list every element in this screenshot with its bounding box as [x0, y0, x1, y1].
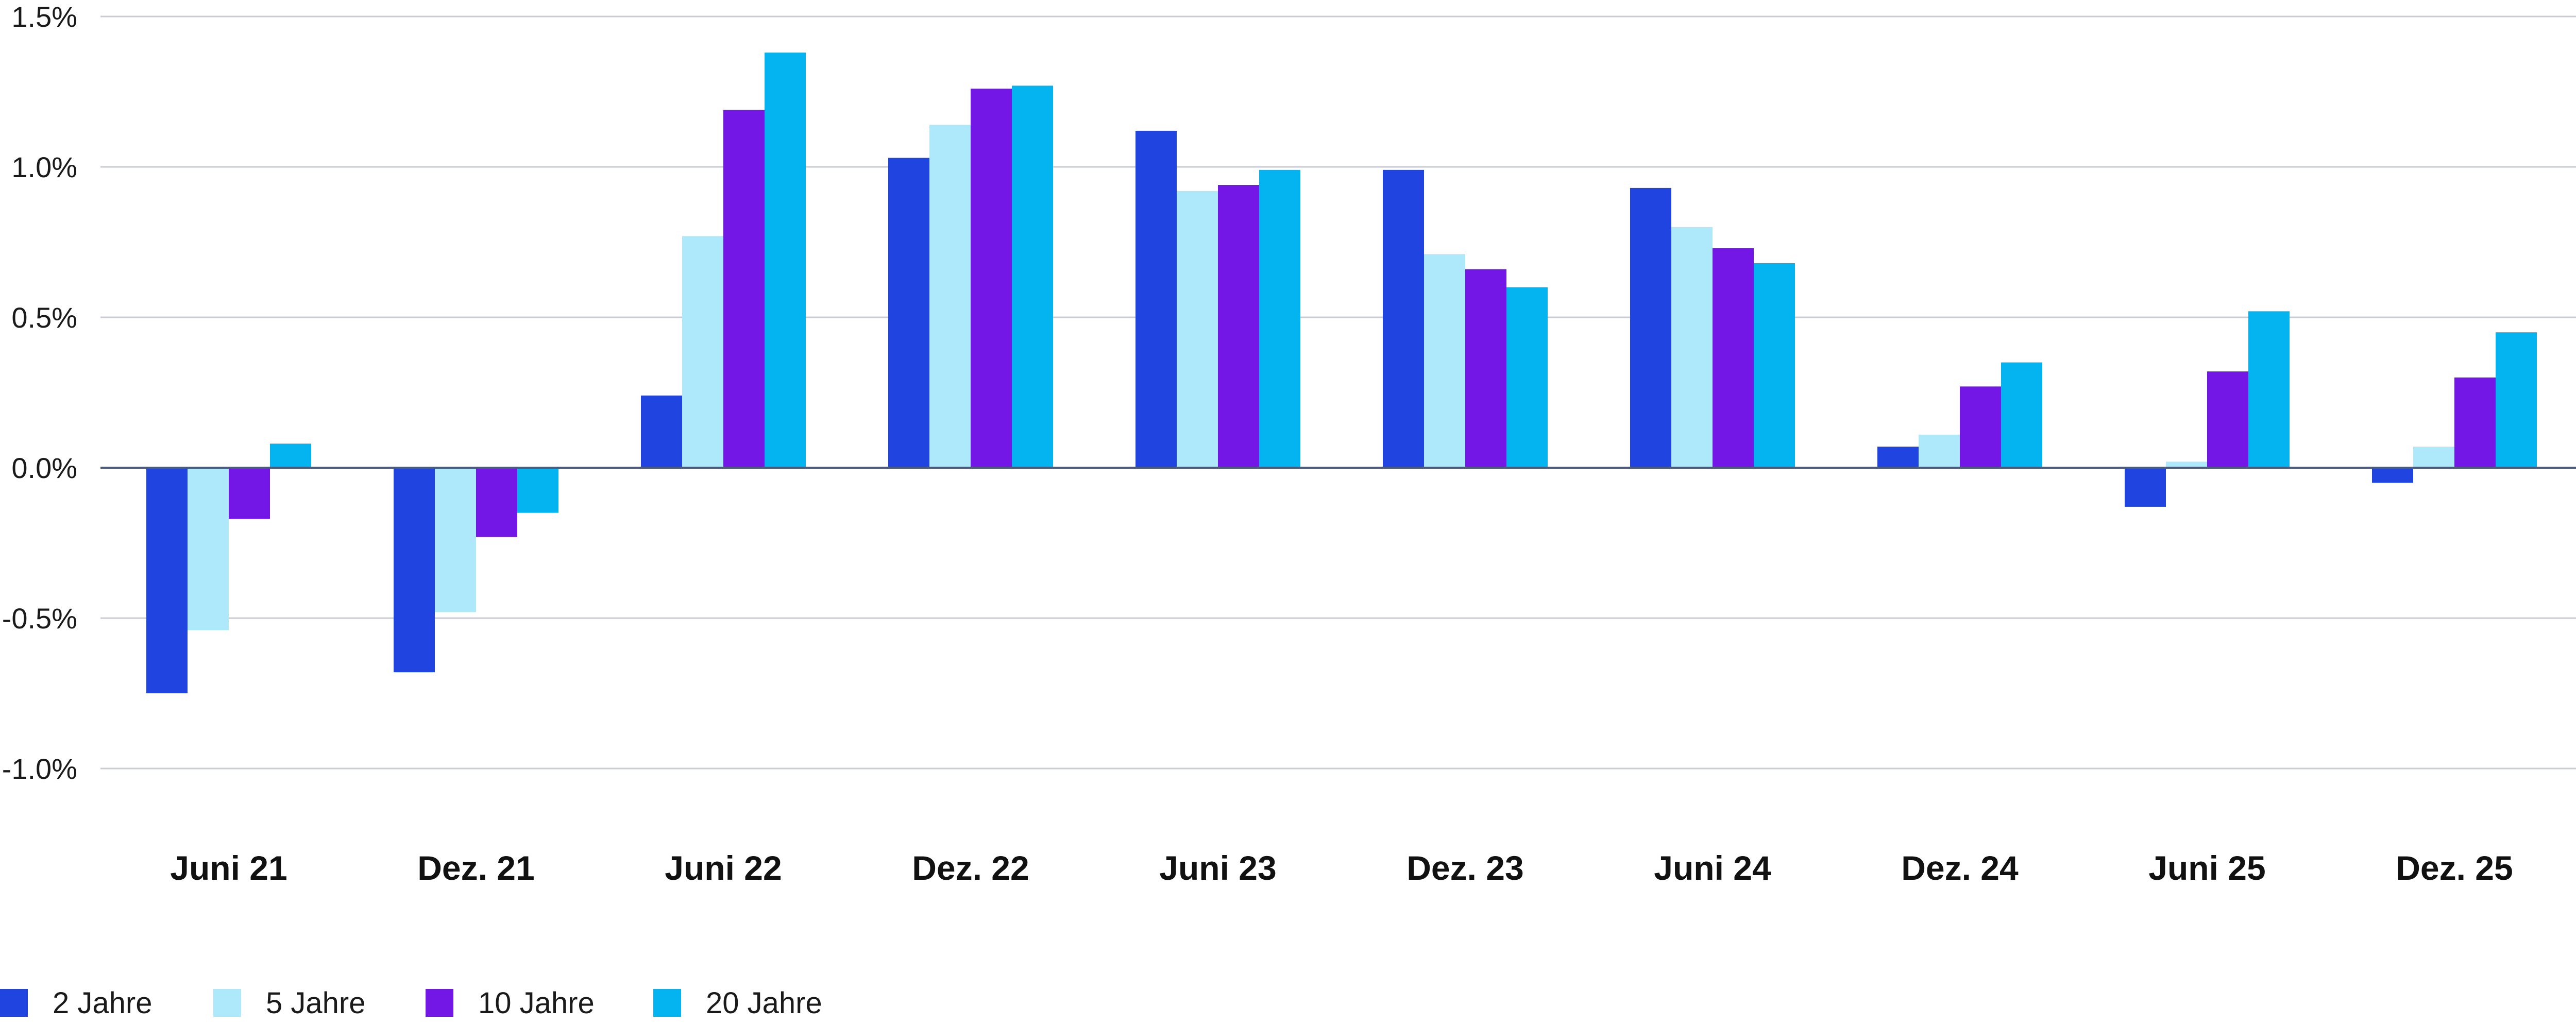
- x-category-label: Dez. 22: [912, 849, 1029, 887]
- bar: [929, 125, 971, 468]
- bar-group: [2372, 332, 2537, 483]
- bar-group: [2125, 311, 2290, 507]
- x-category-label: Juni 25: [2148, 849, 2265, 887]
- x-axis-category-labels: Juni 21 Dez. 21 Juni 22 Dez. 22 Juni 23 Dez. …: [170, 849, 2513, 887]
- bar: [2496, 332, 2537, 468]
- y-axis-tick-labels: 1.5% 1.0% 0.5% 0.0% -0.5% -1.0%: [2, 1, 77, 785]
- bar: [1136, 130, 1177, 468]
- bar: [517, 468, 558, 513]
- y-tick-label: -1.0%: [2, 753, 77, 785]
- bar: [1259, 169, 1300, 468]
- bar-group: [146, 443, 311, 693]
- y-tick-label: 1.5%: [11, 1, 77, 33]
- bar-group: [1383, 169, 1548, 468]
- bar: [2248, 311, 2290, 468]
- bar-group: [1136, 130, 1300, 468]
- bar: [146, 468, 188, 693]
- bar: [1424, 254, 1465, 468]
- bar-group: [1630, 187, 1795, 468]
- legend-item: 2 Jahre: [0, 986, 152, 1020]
- bar: [270, 443, 311, 468]
- legend: 2 Jahre 5 Jahre 10 Jahre 20 Jahre: [0, 986, 822, 1020]
- gridlines: [100, 15, 2576, 770]
- legend-swatch: [653, 989, 681, 1017]
- bar: [2166, 462, 2207, 468]
- bar: [188, 468, 229, 630]
- legend-item: 10 Jahre: [426, 986, 595, 1020]
- bar: [2125, 468, 2166, 507]
- legend-label: 5 Jahre: [266, 986, 365, 1020]
- bar: [2413, 447, 2454, 468]
- bar: [1506, 287, 1548, 468]
- bar: [394, 468, 435, 673]
- legend-item: 20 Jahre: [653, 986, 822, 1020]
- bar: [971, 89, 1012, 468]
- bar: [435, 468, 476, 612]
- bar-group: [1877, 362, 2042, 468]
- legend-swatch: [426, 989, 453, 1017]
- y-tick-label: -0.5%: [2, 602, 77, 635]
- x-category-label: Juni 23: [1159, 849, 1276, 887]
- y-tick-label: 1.0%: [11, 151, 77, 183]
- bar: [1713, 248, 1754, 468]
- bar: [2372, 468, 2413, 483]
- x-category-label: Juni 24: [1654, 849, 1771, 887]
- bar: [1012, 86, 1053, 468]
- bar: [229, 468, 270, 519]
- bar: [723, 110, 765, 468]
- bar: [1177, 191, 1218, 468]
- legend-label: 20 Jahre: [706, 986, 822, 1020]
- bar: [2001, 362, 2042, 468]
- bar: [641, 395, 682, 468]
- x-category-label: Dez. 21: [417, 849, 534, 887]
- x-category-label: Dez. 23: [1406, 849, 1523, 887]
- y-tick-label: 0.0%: [11, 452, 77, 484]
- x-category-label: Dez. 24: [1901, 849, 2019, 887]
- bar: [765, 53, 806, 468]
- x-category-label: Juni 21: [170, 849, 287, 887]
- legend-label: 2 Jahre: [53, 986, 152, 1020]
- bar: [1218, 185, 1259, 468]
- bar: [476, 468, 517, 537]
- legend-swatch: [0, 989, 28, 1017]
- bar: [1877, 447, 1919, 468]
- y-tick-label: 0.5%: [11, 301, 77, 334]
- legend-item: 5 Jahre: [213, 986, 365, 1020]
- bar-group: [641, 53, 806, 468]
- bar: [1383, 169, 1424, 468]
- bar: [1671, 227, 1713, 468]
- bar-group: [888, 86, 1053, 468]
- legend-label: 10 Jahre: [478, 986, 595, 1020]
- bar: [682, 236, 723, 468]
- x-category-label: Juni 22: [665, 849, 782, 887]
- legend-swatch: [213, 989, 241, 1017]
- bar: [2454, 377, 2496, 468]
- bar-group: [394, 468, 558, 673]
- bar: [1754, 263, 1795, 468]
- x-category-label: Dez. 25: [2396, 849, 2513, 887]
- bar: [1630, 187, 1671, 468]
- bar: [888, 158, 929, 468]
- bar: [1919, 434, 1960, 468]
- bar: [2207, 371, 2248, 468]
- bar: [1960, 386, 2001, 468]
- bar: [1465, 269, 1506, 468]
- bars: [146, 53, 2537, 693]
